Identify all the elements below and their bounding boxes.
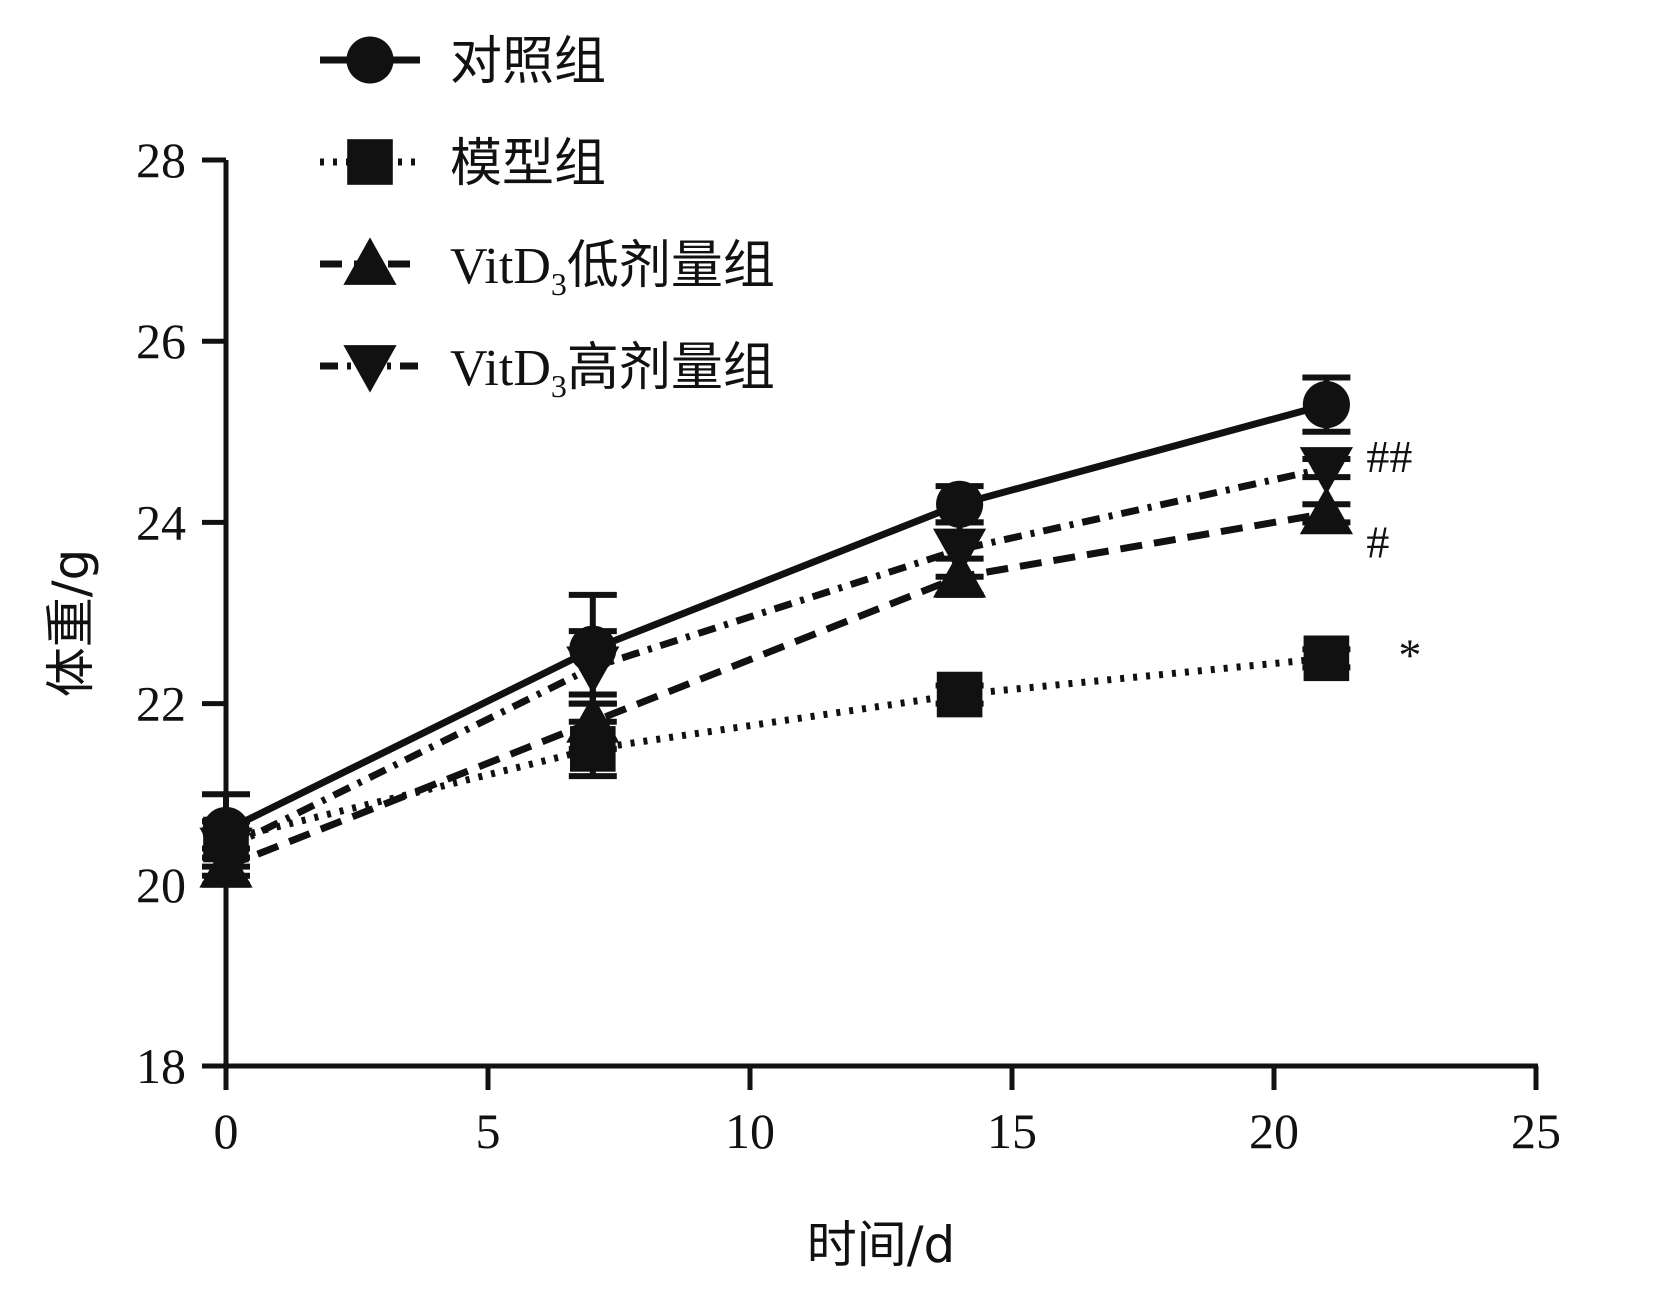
series-line — [224, 509, 1327, 870]
axes: 18 20 22 24 26 28 0 5 10 15 20 25 — [136, 132, 1561, 1159]
legend-label: VitD3高剂量组 — [450, 338, 775, 404]
legend-entry-0: 对照组 — [320, 32, 606, 92]
data-point — [199, 827, 253, 876]
data-point — [936, 671, 983, 718]
x-tick-label: 10 — [725, 1103, 775, 1159]
data-point — [936, 480, 984, 528]
plot-area: *### — [199, 374, 1421, 888]
y-tick-label: 22 — [136, 676, 186, 732]
x-tick-label: 25 — [1511, 1103, 1561, 1159]
data-point — [1299, 447, 1353, 495]
legend-entry-1: 模型组 — [320, 134, 606, 194]
legend-entry-2: VitD3低剂量组 — [320, 236, 775, 302]
legend-marker — [347, 139, 393, 185]
legend-marker — [346, 36, 394, 84]
legend-label: 对照组 — [450, 32, 606, 92]
significance-marker: ## — [1366, 431, 1412, 482]
data-point — [933, 528, 987, 577]
y-axis-title: 体重/g — [42, 549, 100, 698]
data-point — [1299, 486, 1353, 535]
x-tick-label: 20 — [1249, 1103, 1299, 1159]
legend-label: 模型组 — [450, 134, 606, 194]
data-point — [1303, 635, 1350, 682]
series-line — [224, 401, 1328, 834]
data-point — [1302, 381, 1350, 429]
series-line — [224, 464, 1328, 852]
significance-marker: # — [1366, 516, 1389, 567]
y-tick-label: 26 — [136, 313, 186, 369]
y-tick-label: 28 — [136, 132, 186, 188]
significance-marker: * — [1398, 629, 1421, 680]
y-tick-label: 20 — [136, 857, 186, 913]
x-tick-label: 5 — [476, 1103, 501, 1159]
legend-entry-3: VitD3高剂量组 — [320, 338, 775, 404]
data-point — [566, 646, 620, 694]
legend-marker — [343, 345, 397, 393]
series-0 — [202, 374, 1351, 870]
y-tick-label: 18 — [136, 1038, 186, 1094]
series-3: ## — [199, 431, 1412, 879]
series-2: # — [199, 486, 1389, 888]
series-1: * — [202, 629, 1421, 863]
x-axis-title: 时间/d — [807, 1216, 956, 1274]
x-tick-label: 15 — [987, 1103, 1037, 1159]
x-tick-label: 0 — [214, 1103, 239, 1159]
y-tick-label: 24 — [136, 494, 186, 550]
legend-marker — [343, 237, 397, 285]
data-point — [566, 695, 620, 743]
legend-label: VitD3低剂量组 — [450, 236, 775, 302]
